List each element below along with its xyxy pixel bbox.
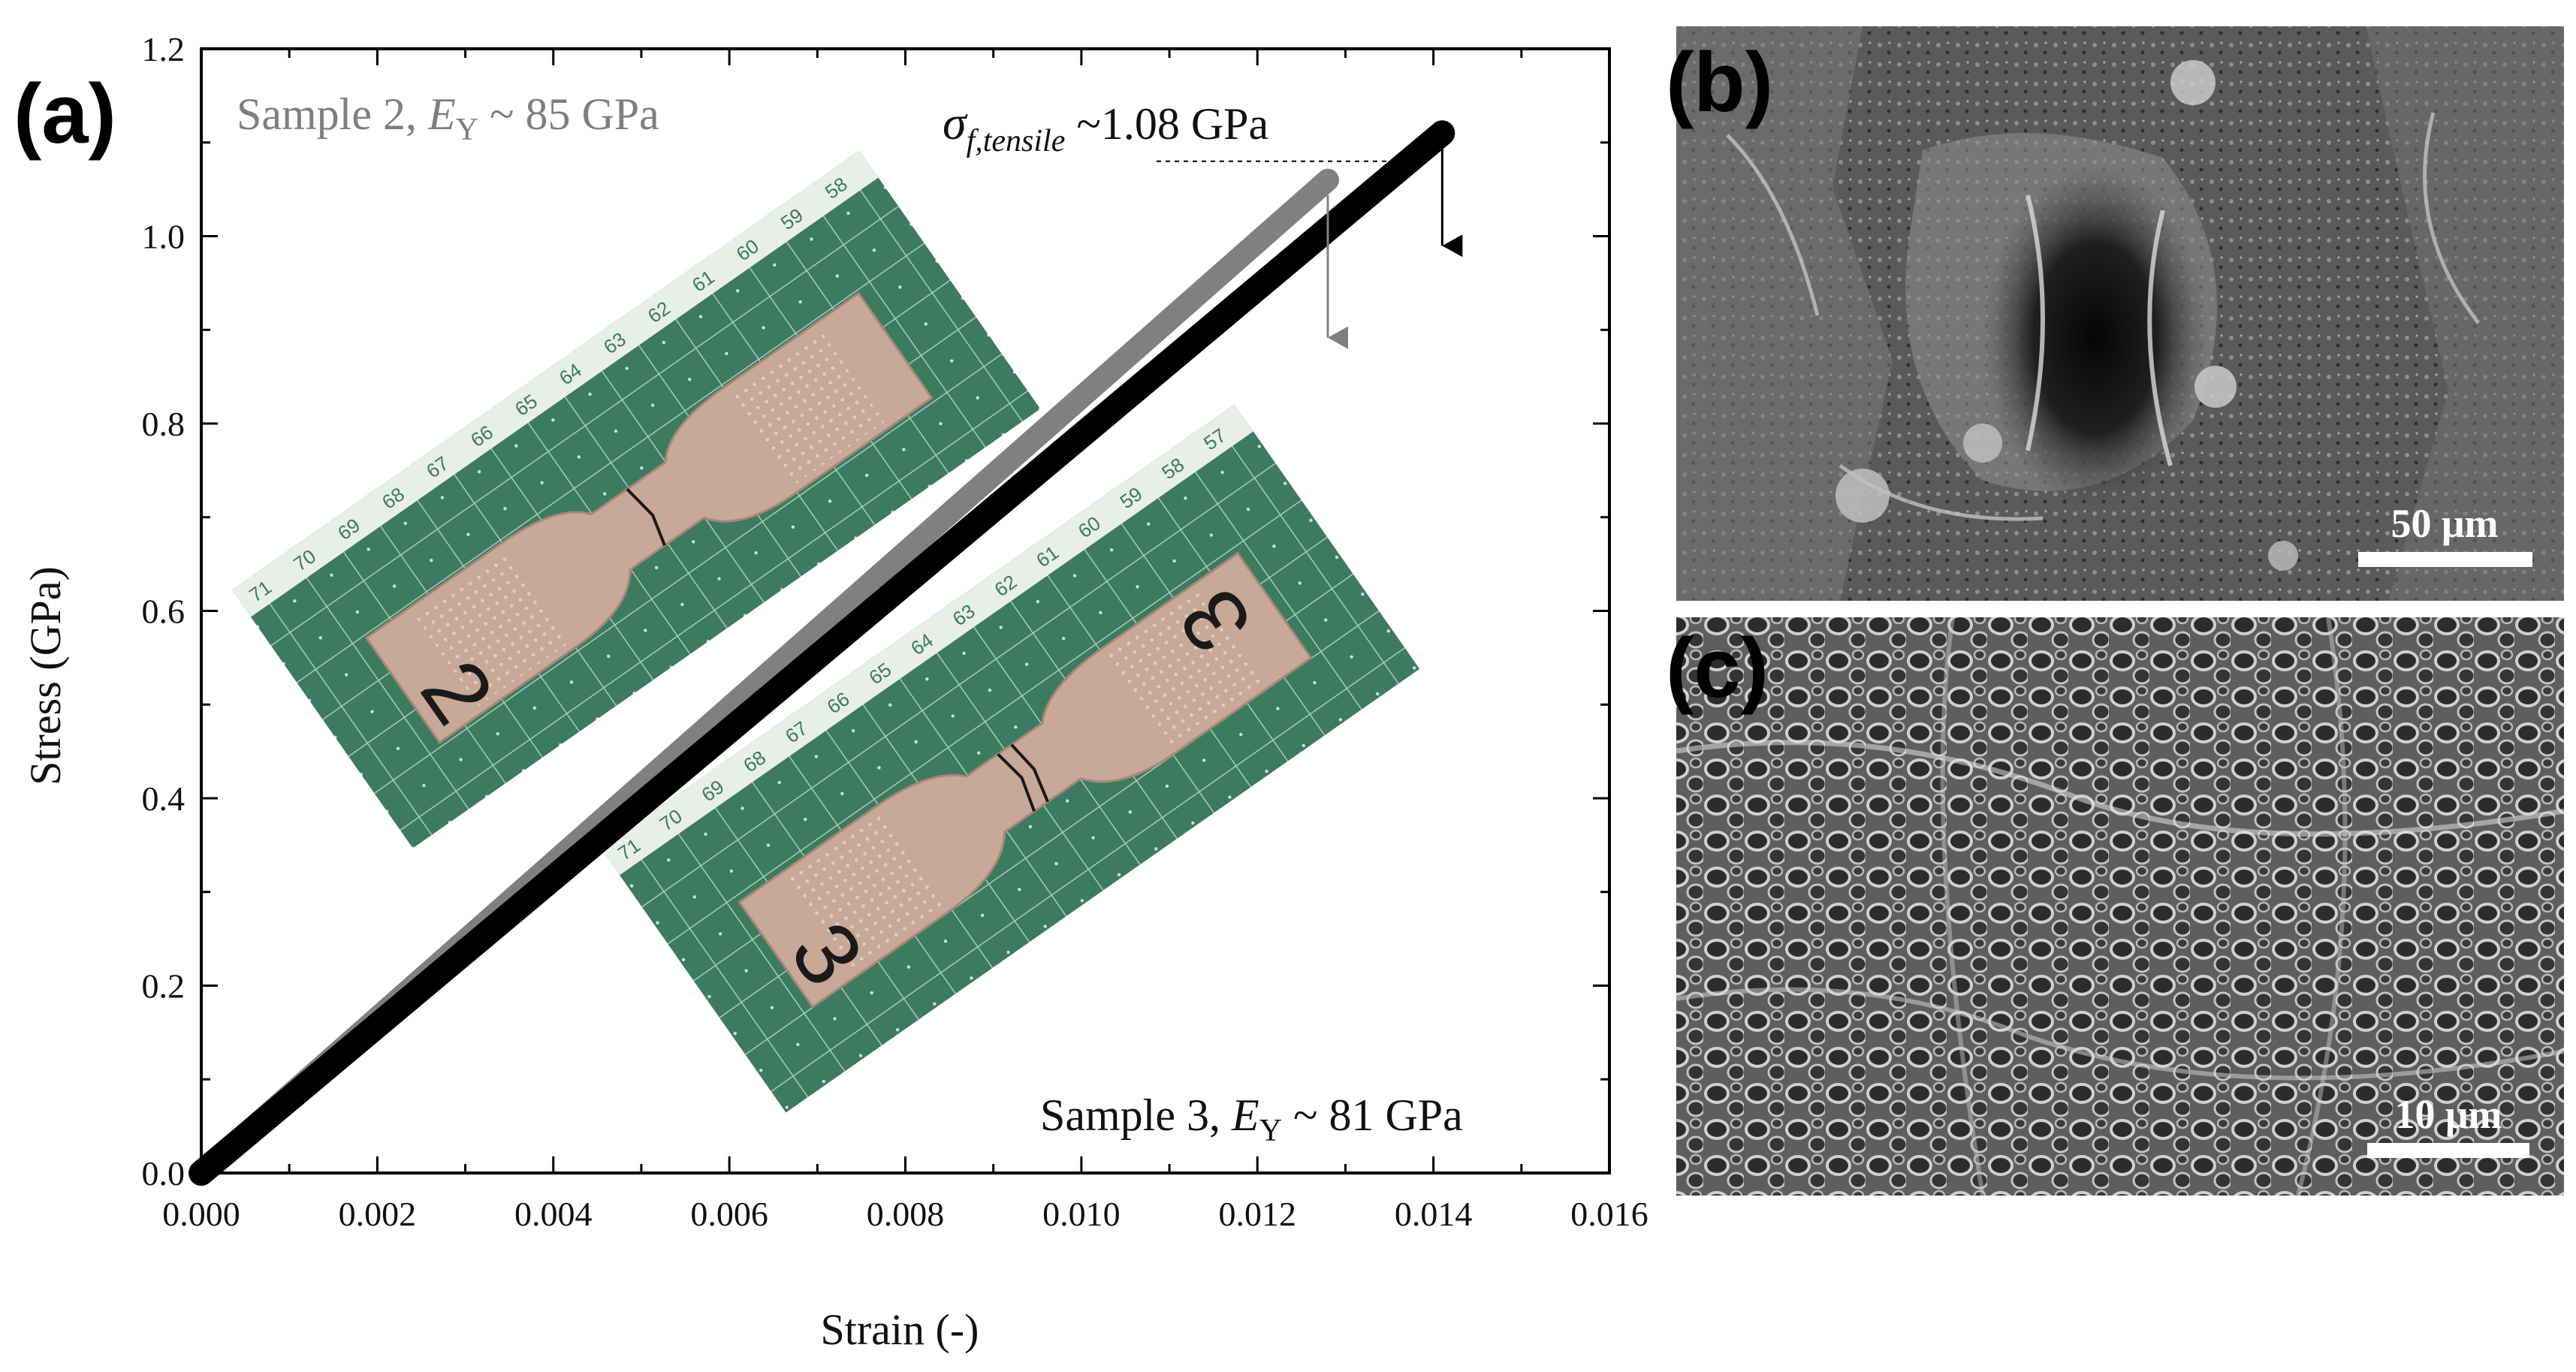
x-tick-label: 0.014 [1395,1195,1473,1233]
panel-label-c: (c) [1666,621,1769,715]
y-axis-title: Stress (GPa) [21,566,70,786]
y-tick-label: 1.2 [142,30,186,68]
scale-bar-b-label: 50 μm [2390,501,2498,546]
micrograph-b: (b) 50 μm [1666,26,2564,601]
y-tick-label: 0.0 [142,1154,186,1193]
x-tick-label: 0.016 [1570,1195,1648,1233]
sample-2-label: Sample 2, EY ~ 85 GPa [237,89,659,147]
x-tick-label: 0.008 [867,1195,945,1233]
y-tick-label: 0.6 [142,593,186,631]
x-tick-label: 0.010 [1042,1195,1121,1233]
panel-label-a: (a) [14,67,116,161]
y-tick-label: 1.0 [142,218,186,256]
x-tick-label: 0.012 [1219,1195,1297,1233]
micrograph-c: (c) 10 μm [1666,617,2565,1196]
scale-bar-c [2367,1143,2529,1158]
x-tick-label: 0.006 [690,1195,768,1233]
scale-bar-c-label: 10 μm [2394,1092,2502,1137]
x-tick-label: 0.002 [339,1195,417,1233]
x-axis-title: Strain (-) [821,1305,979,1354]
scale-bar-b [2358,552,2532,567]
y-tick-label: 0.8 [142,405,186,443]
sample-3-label: Sample 3, EY ~ 81 GPa [1040,1090,1463,1148]
y-tick-label: 0.4 [142,779,186,818]
y-tick-label: 0.2 [142,967,186,1006]
series-3-line [189,120,1455,1186]
panel-label-b: (b) [1666,35,1773,129]
x-tick-label: 0.000 [162,1195,240,1233]
fracture-stress-label: σf,tensile ~1.08 GPa [943,96,1268,158]
x-tick-label: 0.004 [514,1195,593,1233]
